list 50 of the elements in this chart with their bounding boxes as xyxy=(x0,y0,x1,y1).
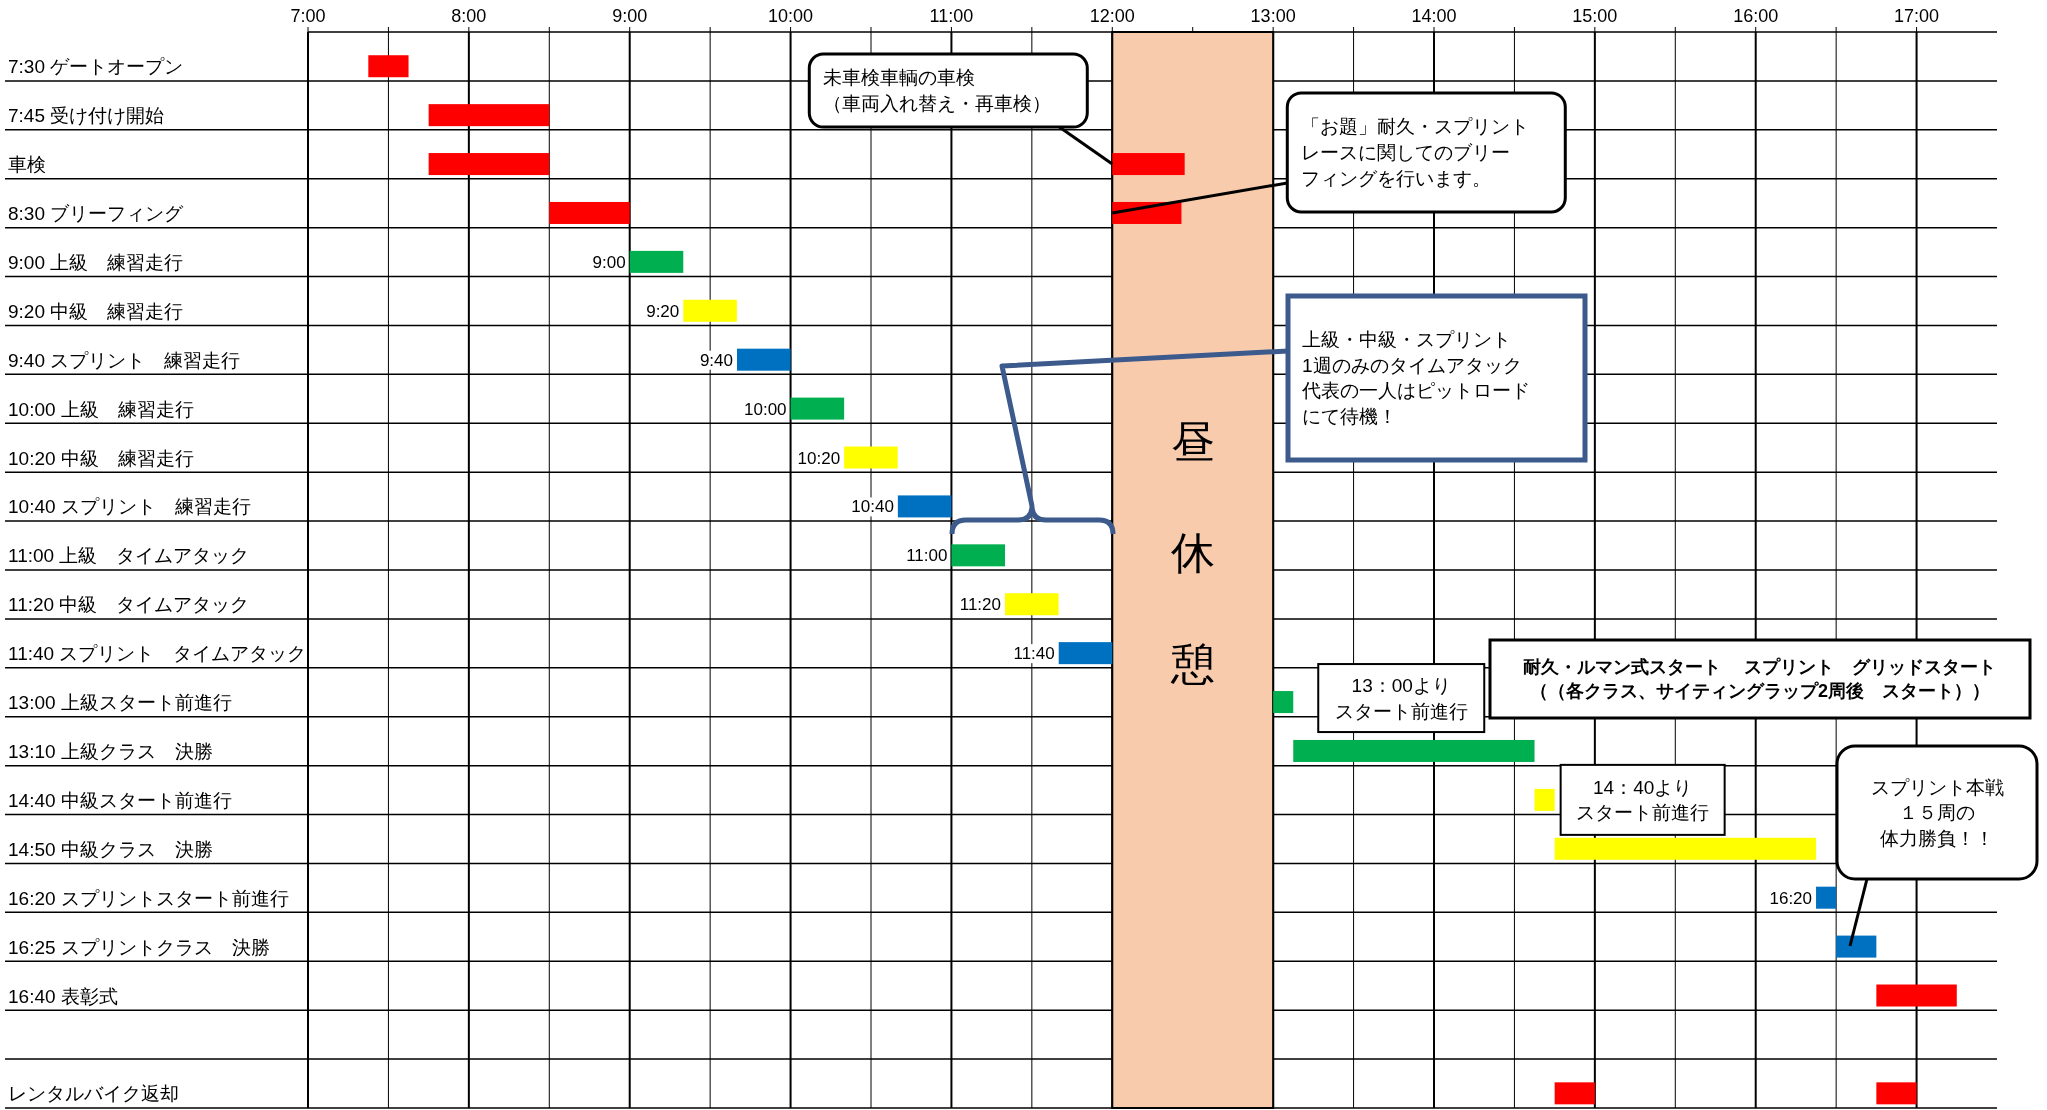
annotation: 「お題」耐久・スプリントレースに関してのブリーフィングを行います。 xyxy=(1301,116,1530,189)
x-tick-label: 11:00 xyxy=(929,6,974,26)
x-tick-label: 7:00 xyxy=(290,6,326,26)
annotation: スプリント本戦１５周の体力勝負！！ xyxy=(1870,776,2004,849)
y-tick-label: 9:00 上級 練習走行 xyxy=(8,251,184,273)
x-tick-label: 8:00 xyxy=(451,6,487,26)
y-tick-label: 14:50 中級クラス 決勝 xyxy=(8,838,213,860)
annotation: 14：40よりスタート前進行 xyxy=(1576,776,1710,824)
annotation: 耐久・ルマン式スタート スプリント グリッドスタート（（各クラス、サイティングラップ2周後 スタート）） xyxy=(1523,657,1997,702)
x-tick-label: 10:00 xyxy=(768,6,814,26)
y-tick-label: 13:00 上級スタート前進行 xyxy=(8,692,232,714)
y-tick-label: 11:40 スプリント タイムアタック xyxy=(8,643,307,665)
y-tick-label: レンタルバイク返却 xyxy=(8,1083,179,1105)
y-tick-label: 10:20 中級 練習走行 xyxy=(8,447,194,469)
annotation: 9:40 xyxy=(699,350,734,370)
annotation: 11:20 xyxy=(959,595,1001,615)
x-tick-label: 12:00 xyxy=(1089,6,1135,26)
annotation: 9:20 xyxy=(646,301,680,321)
y-tick-label: 9:20 中級 練習走行 xyxy=(8,300,184,322)
y-tick-label: 16:25 スプリントクラス 決勝 xyxy=(8,936,270,958)
annotation: 13：00よりスタート前進行 xyxy=(1334,674,1468,722)
x-tick-label: 13:00 xyxy=(1250,6,1296,26)
annotation: 16:20 xyxy=(1769,888,1813,908)
annotation: 10:00 xyxy=(744,399,787,419)
annotation: 10:20 xyxy=(797,448,841,468)
y-tick-label: 7:45 受け付け開始 xyxy=(8,105,165,127)
annotation: 未車検車輌の車検（車両入れ替え・再車検） xyxy=(823,67,1052,115)
y-tick-label: 10:40 スプリント 練習走行 xyxy=(8,496,251,518)
y-tick-label: 14:40 中級スタート前進行 xyxy=(8,789,232,811)
y-tick-label: 16:20 スプリントスタート前進行 xyxy=(8,887,289,909)
y-tick-label: 8:30 ブリーフィング xyxy=(8,202,185,224)
annotation: 11:40 xyxy=(1013,644,1055,664)
annotation: 9:00 xyxy=(592,252,626,272)
x-tick-label: 15:00 xyxy=(1572,6,1618,26)
y-tick-label: 16:40 表彰式 xyxy=(8,985,118,1007)
x-tick-label: 14:00 xyxy=(1411,6,1457,26)
y-tick-label: 7:30 ゲートオープン xyxy=(8,56,184,78)
y-tick-label: 11:00 上級 タイムアタック xyxy=(8,545,250,567)
y-tick-label: 13:10 上級クラス 決勝 xyxy=(8,740,213,762)
annotation: 11:00 xyxy=(906,546,948,566)
annotation: 10:40 xyxy=(851,497,894,517)
x-tick-label: 9:00 xyxy=(612,6,648,26)
y-tick-label: 車検 xyxy=(8,154,46,176)
y-tick-label: 10:00 上級 練習走行 xyxy=(8,398,194,420)
text: 昼休憩 xyxy=(1170,417,1215,689)
x-tick-label: 16:00 xyxy=(1733,6,1779,26)
y-tick-label: 9:40 スプリント 練習走行 xyxy=(8,349,241,371)
y-tick-label: 11:20 中級 タイムアタック xyxy=(8,594,250,616)
annotation: 上級・中級・スプリント1週のみのタイムアタック代表の一人はピットロードにて待機！ xyxy=(1301,329,1530,428)
x-tick-label: 17:00 xyxy=(1894,6,1940,26)
